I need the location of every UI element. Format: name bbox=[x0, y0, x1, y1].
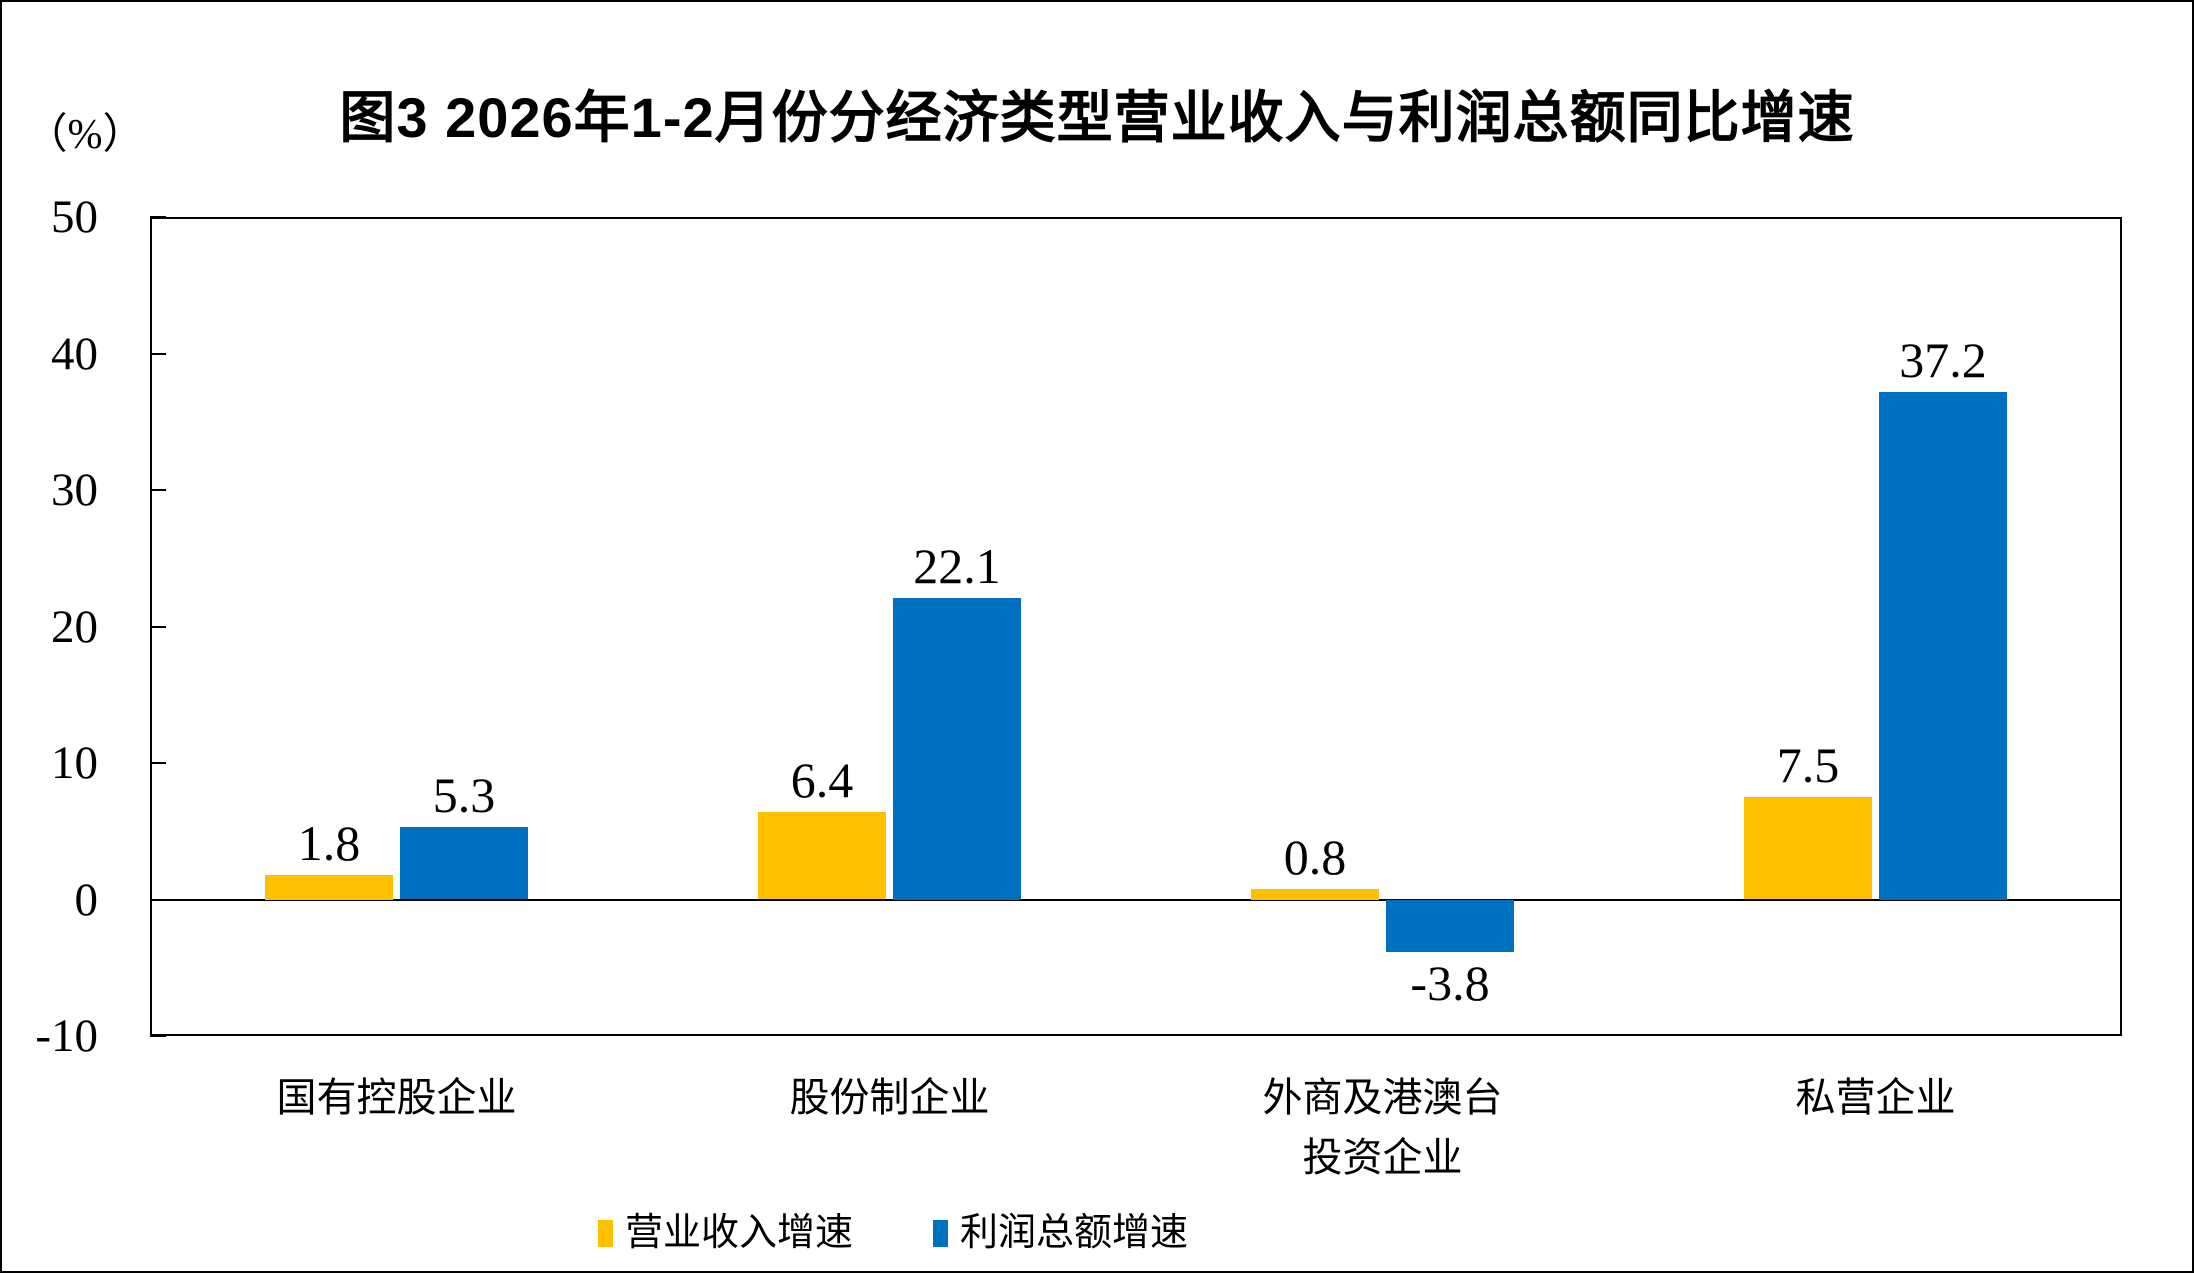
bar-营业收入增速-国有控股企业 bbox=[265, 875, 393, 900]
y-axis-tick-label-40: 40 bbox=[51, 327, 98, 380]
category-label-私营企业: 私营企业 bbox=[1795, 1075, 1956, 1120]
y-axis-tick-label-10: 10 bbox=[51, 737, 98, 789]
bar-利润总额增速-股份制企业 bbox=[893, 598, 1021, 900]
bar-value-label: -3.8 bbox=[1410, 955, 1490, 1011]
category-label-外商及港澳台: 外商及港澳台 投资企业 bbox=[1262, 1075, 1503, 1180]
y-axis-tick-20 bbox=[150, 625, 166, 628]
legend-label-profit-growth: 利润总额增速 bbox=[960, 1212, 1189, 1254]
bar-value-label: 5.3 bbox=[432, 767, 496, 823]
bar-营业收入增速-外商及港澳台 bbox=[1251, 889, 1379, 900]
bar-value-label: 6.4 bbox=[790, 752, 854, 808]
y-axis-tick-30 bbox=[150, 489, 166, 491]
y-axis-tick-40 bbox=[150, 352, 166, 355]
y-axis-tick-label-0: 0 bbox=[74, 873, 99, 926]
legend-label-revenue-growth: 营业收入增速 bbox=[625, 1212, 854, 1254]
y-axis-tick-label-30: 30 bbox=[51, 464, 98, 516]
legend-swatch-profit-growth bbox=[933, 1219, 949, 1247]
legend-item-profit-growth: 利润总额增速 bbox=[933, 1212, 1188, 1254]
legend-swatch-revenue-growth bbox=[598, 1219, 613, 1247]
bar-value-label: 37.2 bbox=[1899, 332, 1987, 388]
bar-value-label: 22.1 bbox=[913, 538, 1001, 594]
bar-value-label: 1.8 bbox=[297, 815, 361, 871]
category-label-股份制企业: 股份制企业 bbox=[789, 1075, 990, 1120]
bar-利润总额增速-外商及港澳台 bbox=[1386, 900, 1514, 952]
y-axis-unit-label: （%） bbox=[25, 112, 145, 158]
bar-营业收入增速-私营企业 bbox=[1744, 797, 1872, 899]
y-axis-tick-label--10: -10 bbox=[35, 1010, 98, 1062]
zero-baseline bbox=[150, 898, 2122, 901]
legend: 营业收入增速 利润总额增速 bbox=[598, 1212, 1188, 1254]
y-axis-tick--10 bbox=[150, 1035, 166, 1037]
y-axis-tick-label-50: 50 bbox=[51, 191, 98, 243]
bar-value-label: 0.8 bbox=[1283, 829, 1347, 885]
bar-利润总额增速-国有控股企业 bbox=[400, 827, 528, 899]
plot-area bbox=[150, 217, 2122, 1036]
bar-利润总额增速-私营企业 bbox=[1879, 392, 2007, 900]
y-axis-tick-50 bbox=[150, 216, 166, 218]
y-axis-tick-10 bbox=[150, 762, 166, 764]
legend-item-revenue-growth: 营业收入增速 bbox=[598, 1212, 853, 1254]
bar-营业收入增速-股份制企业 bbox=[758, 812, 886, 899]
category-label-国有控股企业: 国有控股企业 bbox=[276, 1075, 517, 1120]
y-axis-tick-label-20: 20 bbox=[51, 600, 98, 653]
chart-title: 图3 2026年1-2月份分经济类型营业收入与利润总额同比增速 bbox=[339, 86, 1855, 149]
bar-value-label: 7.5 bbox=[1776, 737, 1840, 793]
